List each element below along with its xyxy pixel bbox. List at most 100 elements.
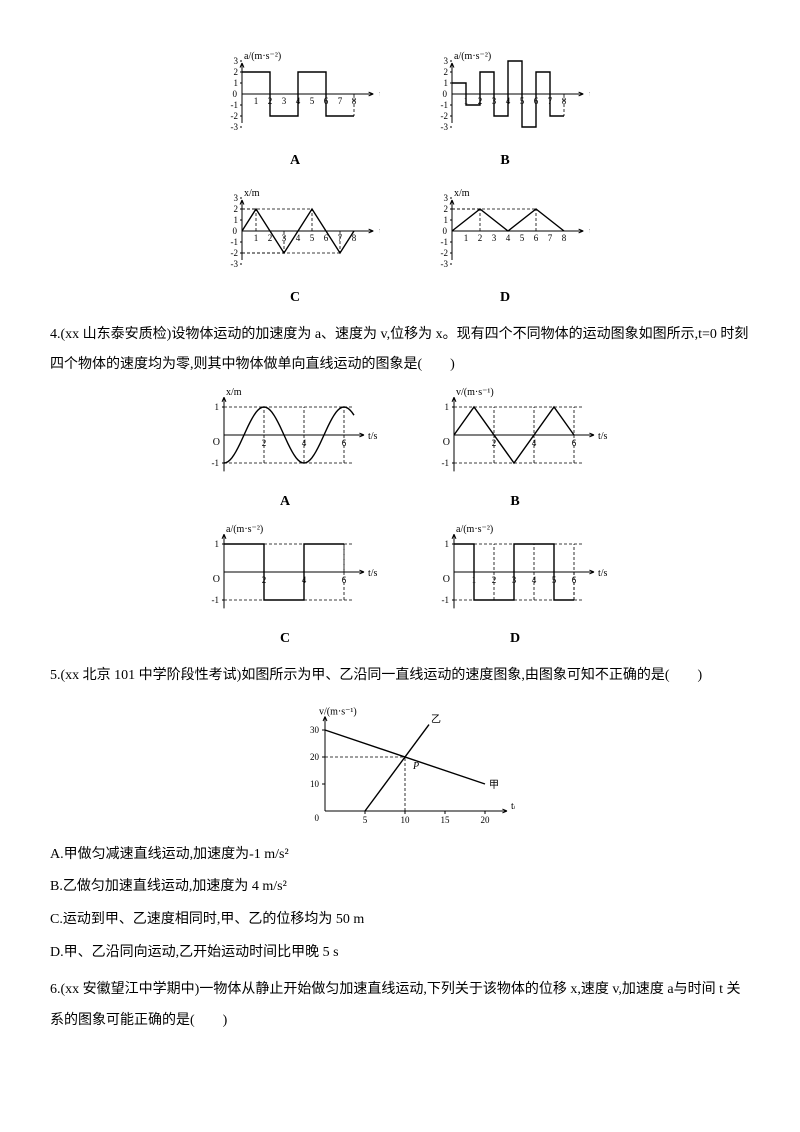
- svg-text:甲: 甲: [489, 780, 499, 791]
- q4-chart-b: t/sv/(m·s⁻¹)O-11246: [420, 385, 610, 485]
- svg-text:0: 0: [443, 89, 448, 99]
- svg-text:x/m: x/m: [244, 188, 260, 199]
- svg-text:1: 1: [444, 215, 449, 225]
- q6-text: 6.(xx 安徽望江中学期中)一物体从静止开始做匀加速直线运动,下列关于该物体的…: [50, 975, 750, 1037]
- svg-text:2: 2: [234, 204, 239, 214]
- svg-text:1: 1: [445, 539, 450, 549]
- svg-text:t/s: t/s: [379, 226, 380, 237]
- q3-chart-c: t/sx/m0-3-2-112312345678: [210, 181, 380, 281]
- svg-text:t/s: t/s: [511, 801, 515, 812]
- q4-label-c: C: [280, 624, 290, 655]
- svg-text:1: 1: [254, 96, 259, 106]
- svg-text:5: 5: [520, 233, 525, 243]
- svg-text:3: 3: [492, 233, 497, 243]
- svg-text:t/s: t/s: [368, 431, 378, 442]
- svg-text:t/s: t/s: [368, 568, 378, 579]
- svg-text:t/s: t/s: [379, 89, 380, 100]
- svg-text:15: 15: [441, 815, 451, 825]
- q4-text: 4.(xx 山东泰安质检)设物体运动的加速度为 a、速度为 v,位移为 x。现有…: [50, 320, 750, 382]
- svg-text:a/(m·s⁻²): a/(m·s⁻²): [226, 524, 263, 535]
- svg-text:5: 5: [310, 96, 315, 106]
- svg-text:10: 10: [310, 779, 320, 789]
- q5-opt-c: C.运动到甲、乙速度相同时,甲、乙的位移均为 50 m: [50, 905, 750, 936]
- q3-panel-d: t/sx/m0-3-2-112312345678 D: [420, 181, 590, 314]
- q3-label-a: A: [290, 146, 300, 177]
- svg-text:-1: -1: [212, 458, 220, 468]
- svg-text:-1: -1: [441, 237, 449, 247]
- svg-text:3: 3: [444, 56, 449, 66]
- svg-text:2: 2: [234, 67, 239, 77]
- q4-chart-d: t/sa/(m·s⁻²)O-11123456: [420, 522, 610, 622]
- q4-label-a: A: [280, 487, 290, 518]
- svg-text:O: O: [213, 574, 220, 585]
- svg-text:3: 3: [234, 193, 239, 203]
- svg-text:7: 7: [548, 233, 553, 243]
- svg-text:t/s: t/s: [598, 431, 608, 442]
- q5-opt-b: B.乙做匀加速直线运动,加速度为 4 m/s²: [50, 872, 750, 903]
- q4-figures-row1: t/sx/mO-11246 A t/sv/(m·s⁻¹)O-11246 B: [50, 385, 750, 518]
- q4-panel-c: t/sa/(m·s⁻²)O-11246 C: [190, 522, 380, 655]
- svg-text:4: 4: [506, 233, 511, 243]
- svg-text:O: O: [443, 437, 450, 448]
- svg-text:20: 20: [310, 752, 320, 762]
- svg-text:1: 1: [254, 233, 259, 243]
- q3-chart-b: t/sa/(m·s⁻²)0-3-2-112312345678: [420, 44, 590, 144]
- svg-text:t/s: t/s: [598, 568, 608, 579]
- svg-text:2: 2: [478, 233, 483, 243]
- svg-text:5: 5: [310, 233, 315, 243]
- svg-text:-1: -1: [442, 458, 450, 468]
- svg-text:0: 0: [233, 226, 238, 236]
- svg-text:x/m: x/m: [226, 387, 242, 398]
- svg-text:-3: -3: [441, 122, 449, 132]
- q5-chart: t/sv/(m·s⁻¹)01020305101520P甲乙: [285, 696, 515, 836]
- svg-text:P: P: [412, 761, 419, 772]
- svg-text:-3: -3: [441, 259, 449, 269]
- svg-text:a/(m·s⁻²): a/(m·s⁻²): [456, 524, 493, 535]
- svg-text:5: 5: [363, 815, 368, 825]
- svg-text:6: 6: [534, 233, 539, 243]
- svg-text:0: 0: [315, 813, 320, 823]
- svg-text:1: 1: [215, 402, 220, 412]
- q4-panel-d: t/sa/(m·s⁻²)O-11123456 D: [420, 522, 610, 655]
- q4-panel-a: t/sx/mO-11246 A: [190, 385, 380, 518]
- svg-text:v/(m·s⁻¹): v/(m·s⁻¹): [456, 387, 494, 398]
- svg-text:乙: 乙: [431, 713, 441, 725]
- q3-panel-c: t/sx/m0-3-2-112312345678 C: [210, 181, 380, 314]
- svg-text:0: 0: [443, 226, 448, 236]
- q5-text: 5.(xx 北京 101 中学阶段性考试)如图所示为甲、乙沿同一直线运动的速度图…: [50, 661, 750, 692]
- q3-label-c: C: [290, 283, 300, 314]
- svg-text:-2: -2: [441, 111, 449, 121]
- svg-text:2: 2: [444, 204, 449, 214]
- svg-text:t/s: t/s: [589, 226, 590, 237]
- q4-label-b: B: [510, 487, 519, 518]
- svg-text:2: 2: [444, 67, 449, 77]
- svg-text:x/m: x/m: [454, 188, 470, 199]
- q4-chart-c: t/sa/(m·s⁻²)O-11246: [190, 522, 380, 622]
- svg-text:3: 3: [234, 56, 239, 66]
- q3-panel-b: t/sa/(m·s⁻²)0-3-2-112312345678 B: [420, 44, 590, 177]
- q4-chart-a: t/sx/mO-11246: [190, 385, 380, 485]
- svg-text:3: 3: [282, 96, 287, 106]
- svg-text:3: 3: [444, 193, 449, 203]
- q4-figures-row2: t/sa/(m·s⁻²)O-11246 C t/sa/(m·s⁻²)O-1112…: [50, 522, 750, 655]
- q4-panel-b: t/sv/(m·s⁻¹)O-11246 B: [420, 385, 610, 518]
- svg-text:-2: -2: [231, 111, 239, 121]
- svg-text:1: 1: [215, 539, 220, 549]
- svg-text:-1: -1: [231, 100, 239, 110]
- svg-text:1: 1: [464, 233, 469, 243]
- svg-text:O: O: [213, 437, 220, 448]
- q3-chart-d: t/sx/m0-3-2-112312345678: [420, 181, 590, 281]
- svg-text:0: 0: [233, 89, 238, 99]
- svg-text:20: 20: [481, 815, 491, 825]
- svg-text:1: 1: [234, 78, 239, 88]
- q3-label-b: B: [500, 146, 509, 177]
- q3-figures-row2: t/sx/m0-3-2-112312345678 C t/sx/m0-3-2-1…: [50, 181, 750, 314]
- q5-options: A.甲做匀减速直线运动,加速度为-1 m/s² B.乙做匀加速直线运动,加速度为…: [50, 840, 750, 969]
- svg-text:-3: -3: [231, 122, 239, 132]
- svg-text:1: 1: [444, 78, 449, 88]
- svg-text:-2: -2: [231, 248, 239, 258]
- svg-text:1: 1: [234, 215, 239, 225]
- svg-text:t/s: t/s: [589, 89, 590, 100]
- q4-label-d: D: [510, 624, 520, 655]
- svg-text:1: 1: [445, 402, 450, 412]
